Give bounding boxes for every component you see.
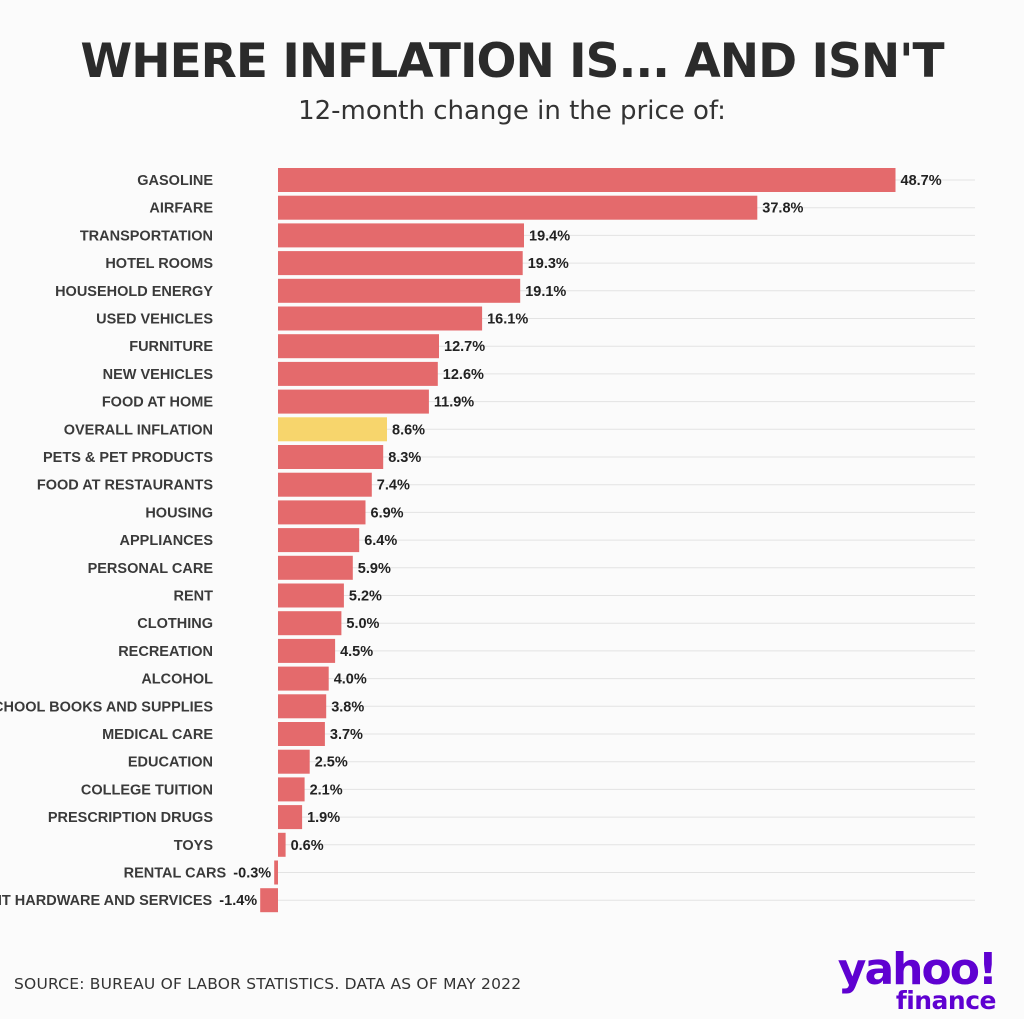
- value-label: 4.5%: [340, 644, 373, 660]
- category-label: PETS & PET PRODUCTS: [43, 450, 213, 466]
- value-label: 19.3%: [528, 256, 569, 272]
- bar-clothing: [278, 611, 342, 636]
- value-label: 2.5%: [315, 755, 348, 771]
- bar-alcohol: [278, 666, 329, 691]
- category-label: HOUSING: [145, 505, 213, 521]
- bar-school-books-and-supplies: [278, 694, 327, 719]
- bar-transportation: [278, 223, 524, 248]
- bar-medical-care: [278, 722, 325, 746]
- bar-food-at-home: [278, 389, 429, 414]
- bar-new-vehicles: [278, 361, 438, 386]
- bar-food-at-restaurants: [278, 472, 372, 497]
- category-label: AIRFARE: [149, 201, 213, 217]
- bar-household-energy: [278, 278, 521, 303]
- source-note: SOURCE: BUREAU OF LABOR STATISTICS. DATA…: [14, 975, 522, 993]
- value-label: 3.7%: [330, 727, 363, 743]
- value-label: 4.0%: [334, 672, 367, 688]
- category-label: CLOTHING: [137, 616, 213, 632]
- category-label: FOOD AT HOME: [102, 395, 213, 411]
- category-label: NEW VEHICLES: [103, 367, 214, 383]
- value-label: 8.6%: [392, 422, 425, 438]
- value-label: 6.9%: [371, 505, 404, 521]
- bar-housing: [278, 500, 366, 525]
- logo-wordmark: yahoo!: [837, 944, 998, 995]
- category-label: FURNITURE: [129, 339, 213, 355]
- value-label: 16.1%: [487, 312, 528, 328]
- bar-hotel-rooms: [278, 251, 523, 276]
- value-label: 19.4%: [529, 228, 570, 244]
- bar-chart: GASOLINE 48.7% AIRFARE 37.8% TRANSPORTATION 1…: [0, 168, 975, 913]
- bar-used-vehicles: [278, 306, 483, 331]
- bar-gasoline: [278, 168, 896, 192]
- logo-subtitle: finance: [895, 986, 997, 1015]
- category-label: HOUSEHOLD ENERGY: [55, 284, 213, 300]
- value-label: -0.3%: [233, 866, 271, 882]
- value-label: 6.4%: [364, 533, 397, 549]
- bar-airfare: [278, 195, 758, 220]
- value-label: 2.1%: [310, 782, 343, 798]
- category-label: APPLIANCES: [120, 533, 214, 549]
- category-label: TRANSPORTATION: [80, 228, 213, 244]
- bar-recreation: [278, 638, 336, 663]
- yahoo-finance-logo: yahoo! finance: [837, 944, 998, 1015]
- category-label: IT HARDWARE AND SERVICES: [0, 893, 213, 909]
- category-label: EDUCATION: [128, 755, 213, 771]
- category-label: RENT: [174, 589, 214, 605]
- category-label: HOTEL ROOMS: [105, 256, 213, 272]
- category-label: ALCOHOL: [141, 672, 213, 688]
- bar-education: [278, 749, 310, 774]
- category-label: OVERALL INFLATION: [64, 422, 213, 438]
- value-label: 8.3%: [388, 450, 421, 466]
- category-label: MEDICAL CARE: [102, 727, 213, 743]
- bar-personal-care: [278, 555, 353, 580]
- value-label: 19.1%: [525, 284, 566, 300]
- value-label: 12.6%: [443, 367, 484, 383]
- category-label: PERSONAL CARE: [88, 561, 214, 577]
- bar-college-tuition: [278, 777, 305, 802]
- value-label: 11.9%: [434, 395, 474, 411]
- category-label: SCHOOL BOOKS AND SUPPLIES: [0, 699, 213, 715]
- value-label: 3.8%: [331, 699, 364, 715]
- bar-toys: [278, 832, 286, 857]
- labels: GASOLINE 48.7% AIRFARE 37.8% TRANSPORTATION 1…: [0, 173, 942, 909]
- value-label: 7.4%: [377, 478, 410, 494]
- value-label: 37.8%: [762, 201, 803, 217]
- value-label: 0.6%: [291, 838, 324, 854]
- bar-rental-cars: [274, 860, 278, 885]
- value-label: -1.4%: [219, 893, 257, 909]
- value-label: 12.7%: [444, 339, 485, 355]
- chart-subtitle: 12-month change in the price of:: [298, 96, 726, 126]
- value-label: 48.7%: [901, 173, 942, 189]
- bar-prescription-drugs: [278, 805, 303, 830]
- value-label: 5.0%: [346, 616, 379, 632]
- value-label: 5.2%: [349, 589, 382, 605]
- chart-title: WHERE INFLATION IS... AND ISN'T: [80, 34, 944, 89]
- category-label: COLLEGE TUITION: [81, 782, 213, 798]
- category-label: FOOD AT RESTAURANTS: [37, 478, 213, 494]
- value-label: 1.9%: [307, 810, 340, 826]
- bar-pets-pet-products: [278, 445, 384, 469]
- bar-appliances: [278, 528, 360, 553]
- category-label: RECREATION: [118, 644, 213, 660]
- category-label: RENTAL CARS: [124, 866, 227, 882]
- bar-it-hardware-and-services: [260, 888, 278, 913]
- category-label: USED VEHICLES: [96, 312, 213, 328]
- category-label: TOYS: [174, 838, 214, 854]
- category-label: PRESCRIPTION DRUGS: [48, 810, 213, 826]
- value-label: 5.9%: [358, 561, 391, 577]
- bars: [260, 168, 896, 913]
- bar-furniture: [278, 334, 439, 359]
- category-label: GASOLINE: [137, 173, 213, 189]
- bar-overall-inflation: [278, 417, 387, 442]
- bar-rent: [278, 583, 344, 608]
